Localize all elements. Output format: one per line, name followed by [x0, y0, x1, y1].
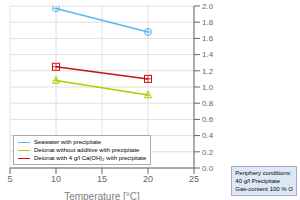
svg-text:0.2: 0.2	[202, 148, 214, 157]
svg-text:0.6: 0.6	[202, 115, 214, 124]
svg-text:0.8: 0.8	[202, 99, 214, 108]
svg-text:15: 15	[97, 174, 107, 184]
html-text:Deionat without additive with: Deionat without additive with precipitat…	[34, 147, 140, 153]
html-text:Deionat with 4 g/l Ca(OH)₂ wit: Deionat with 4 g/l Ca(OH)₂ with precipit…	[34, 155, 147, 161]
svg-text:10: 10	[51, 174, 61, 184]
html-text:Periphery conditions:: Periphery conditions:	[235, 170, 292, 176]
svg-text:Temperature [°C]: Temperature [°C]	[64, 191, 140, 200]
html-text:Seawater with precipitate: Seawater with precipitate	[34, 139, 101, 145]
html-text:40 g/l Precipitate: 40 g/l Precipitate	[235, 178, 280, 184]
svg-text:1.2: 1.2	[202, 67, 214, 76]
svg-text:0.4: 0.4	[202, 131, 214, 140]
svg-text:2.0: 2.0	[202, 2, 214, 11]
svg-text:20: 20	[143, 174, 153, 184]
svg-text:1.8: 1.8	[202, 18, 214, 27]
svg-text:1.0: 1.0	[202, 83, 214, 92]
svg-text:25: 25	[189, 174, 199, 184]
svg-text:1.6: 1.6	[202, 34, 214, 43]
svg-text:0.0: 0.0	[202, 164, 214, 173]
html-text:Gas-content 100 % O: Gas-content 100 % O	[235, 186, 293, 192]
svg-text:1.4: 1.4	[202, 50, 214, 59]
svg-text:5: 5	[8, 174, 13, 184]
